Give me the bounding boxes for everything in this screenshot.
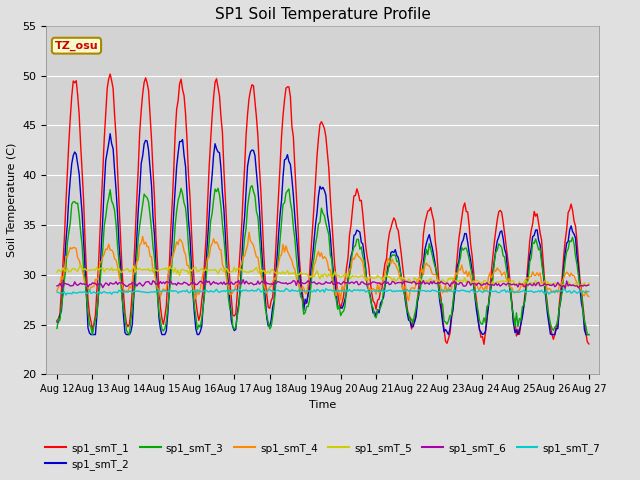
sp1_smT_1	[480, 341, 488, 347]
sp1_smT_2	[87, 332, 95, 337]
sp1_smT_1	[387, 225, 395, 231]
sp1_smT_2	[155, 314, 163, 320]
sp1_smT_5	[77, 262, 84, 268]
sp1_smT_6	[53, 283, 61, 289]
sp1_smT_5	[53, 269, 61, 275]
sp1_smT_1	[358, 197, 365, 203]
Line: sp1_smT_3: sp1_smT_3	[57, 186, 589, 335]
sp1_smT_5	[358, 273, 365, 279]
sp1_smT_6	[522, 284, 529, 290]
sp1_smT_7	[523, 288, 531, 294]
sp1_smT_2	[68, 161, 76, 167]
sp1_smT_3	[53, 325, 61, 331]
sp1_smT_3	[377, 305, 385, 311]
sp1_smT_6	[561, 286, 569, 291]
sp1_smT_6	[375, 280, 383, 286]
sp1_smT_1	[154, 261, 161, 267]
sp1_smT_1	[585, 341, 593, 347]
sp1_smT_4	[53, 288, 61, 293]
sp1_smT_4	[375, 290, 383, 296]
sp1_smT_5	[522, 277, 529, 283]
sp1_smT_3	[88, 332, 96, 337]
sp1_smT_1	[523, 275, 531, 280]
sp1_smT_6	[358, 279, 365, 285]
sp1_smT_3	[585, 332, 593, 337]
sp1_smT_7	[377, 289, 385, 295]
sp1_smT_6	[239, 277, 247, 283]
Legend: sp1_smT_1, sp1_smT_2, sp1_smT_3, sp1_smT_4, sp1_smT_5, sp1_smT_6, sp1_smT_7: sp1_smT_1, sp1_smT_2, sp1_smT_3, sp1_smT…	[42, 439, 605, 474]
sp1_smT_5	[387, 275, 395, 281]
sp1_smT_2	[359, 241, 367, 247]
sp1_smT_3	[154, 293, 161, 299]
sp1_smT_1	[375, 296, 383, 302]
Line: sp1_smT_5: sp1_smT_5	[57, 265, 589, 287]
sp1_smT_6	[387, 281, 395, 287]
sp1_smT_2	[377, 300, 385, 306]
sp1_smT_4	[387, 261, 395, 266]
sp1_smT_4	[404, 298, 412, 303]
sp1_smT_4	[152, 278, 160, 284]
sp1_smT_7	[53, 289, 61, 295]
sp1_smT_2	[388, 249, 396, 254]
Title: SP1 Soil Temperature Profile: SP1 Soil Temperature Profile	[215, 7, 431, 22]
sp1_smT_7	[282, 286, 290, 291]
sp1_smT_1	[53, 318, 61, 324]
sp1_smT_4	[523, 275, 531, 281]
sp1_smT_7	[69, 289, 77, 295]
sp1_smT_1	[106, 71, 114, 77]
Line: sp1_smT_1: sp1_smT_1	[57, 74, 589, 344]
X-axis label: Time: Time	[309, 400, 337, 409]
Line: sp1_smT_4: sp1_smT_4	[57, 232, 589, 300]
sp1_smT_2	[53, 319, 61, 325]
sp1_smT_7	[359, 288, 367, 294]
sp1_smT_7	[585, 288, 593, 294]
sp1_smT_6	[68, 283, 76, 288]
sp1_smT_6	[152, 281, 160, 287]
Line: sp1_smT_6: sp1_smT_6	[57, 280, 589, 288]
sp1_smT_6	[585, 282, 593, 288]
Text: TZ_osu: TZ_osu	[54, 40, 99, 51]
sp1_smT_3	[359, 253, 367, 259]
sp1_smT_1	[68, 93, 76, 99]
sp1_smT_5	[557, 284, 564, 289]
sp1_smT_5	[68, 267, 76, 273]
Y-axis label: Soil Temperature (C): Soil Temperature (C)	[7, 143, 17, 257]
sp1_smT_2	[523, 281, 531, 287]
sp1_smT_5	[585, 280, 593, 286]
sp1_smT_4	[245, 229, 253, 235]
sp1_smT_7	[62, 292, 70, 298]
sp1_smT_3	[523, 281, 531, 287]
sp1_smT_3	[68, 201, 76, 207]
sp1_smT_7	[154, 289, 161, 295]
sp1_smT_4	[68, 246, 76, 252]
sp1_smT_7	[388, 289, 396, 295]
sp1_smT_3	[388, 252, 396, 258]
sp1_smT_4	[358, 257, 365, 263]
sp1_smT_4	[585, 294, 593, 300]
sp1_smT_5	[375, 274, 383, 280]
Line: sp1_smT_2: sp1_smT_2	[57, 134, 589, 335]
Line: sp1_smT_7: sp1_smT_7	[57, 288, 589, 295]
sp1_smT_2	[585, 332, 593, 337]
sp1_smT_5	[154, 268, 161, 274]
sp1_smT_2	[106, 131, 114, 137]
sp1_smT_3	[248, 183, 256, 189]
